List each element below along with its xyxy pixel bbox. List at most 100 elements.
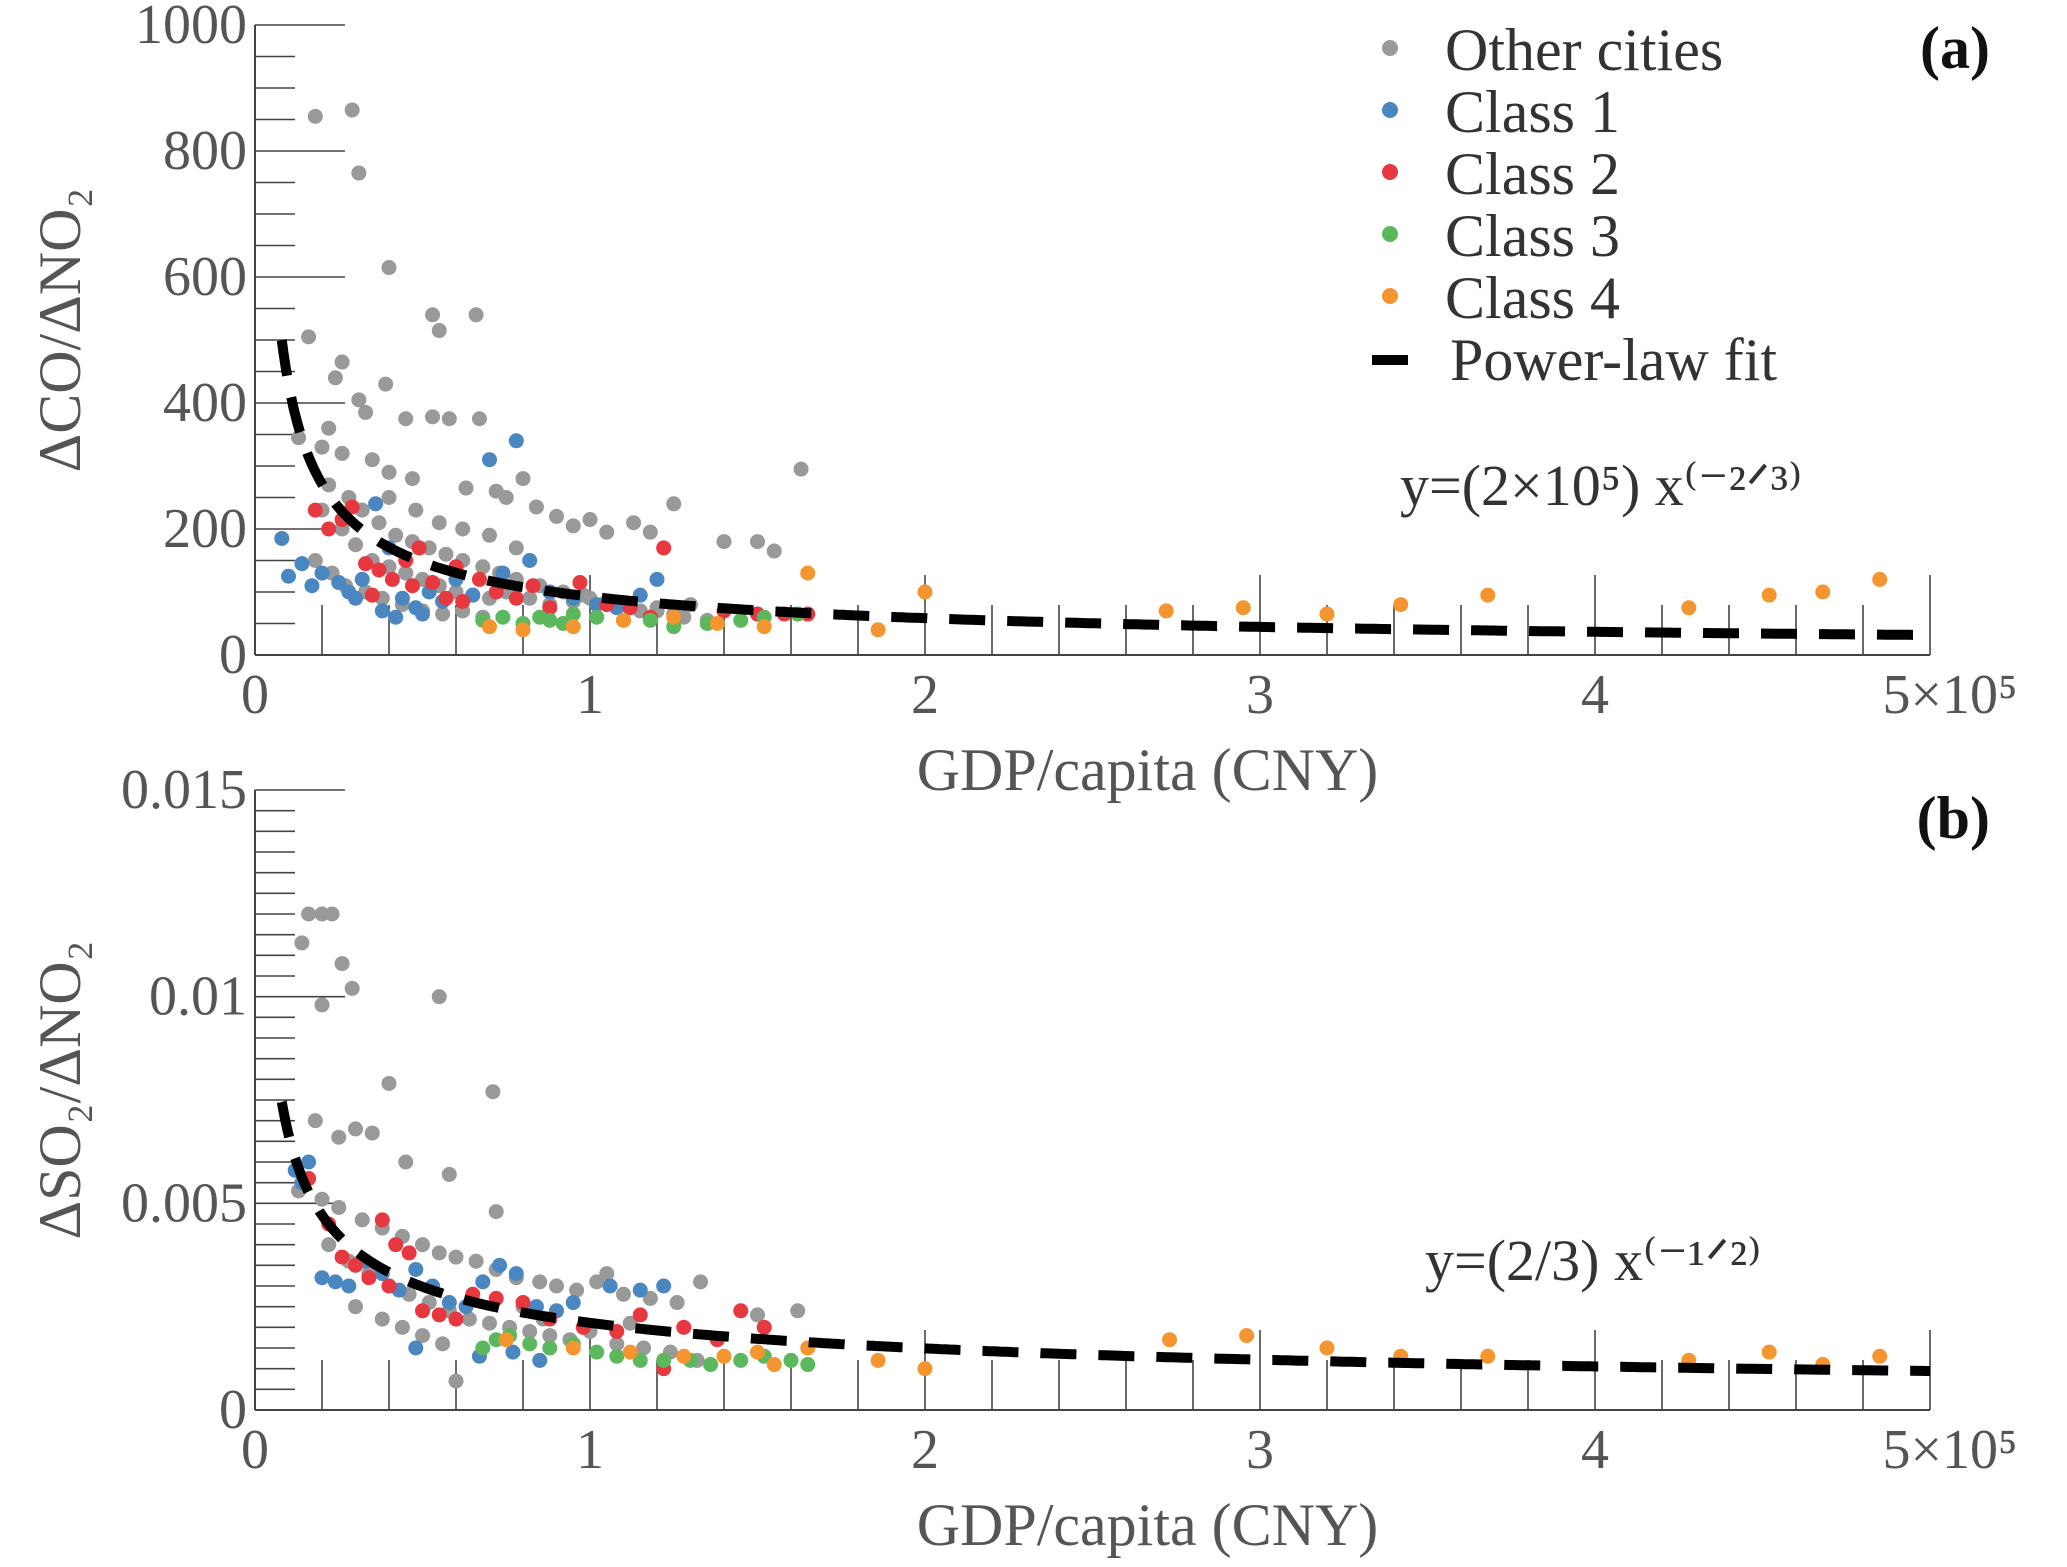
- data-point: [398, 565, 414, 581]
- data-point: [401, 1245, 417, 1261]
- data-point: [589, 609, 605, 625]
- data-point: [542, 1340, 558, 1356]
- data-point: [425, 307, 441, 323]
- data-point: [870, 1352, 886, 1368]
- data-point: [301, 1154, 317, 1170]
- data-point: [358, 556, 374, 572]
- data-point: [525, 578, 541, 594]
- data-point: [508, 540, 524, 556]
- panel-label: (a): [1920, 15, 1990, 81]
- data-point: [314, 565, 330, 581]
- data-point: [1761, 587, 1777, 603]
- data-point: [626, 515, 642, 531]
- data-point: [1235, 600, 1251, 616]
- data-point: [750, 1344, 765, 1360]
- data-point: [294, 935, 310, 951]
- data-point: [1872, 1348, 1888, 1364]
- data-point: [522, 590, 538, 606]
- legend-marker-class-1: [1382, 102, 1398, 118]
- data-point: [716, 1348, 732, 1364]
- data-point: [565, 1340, 581, 1356]
- data-point: [522, 553, 538, 568]
- legend-marker-class-4: [1382, 288, 1398, 304]
- legend-label-class-4: Class 4: [1445, 265, 1620, 331]
- data-point: [599, 524, 615, 540]
- data-point: [378, 376, 394, 392]
- data-point: [431, 515, 447, 531]
- y-tick-label: 400: [163, 372, 247, 434]
- data-point: [542, 600, 558, 616]
- data-point: [354, 571, 370, 587]
- data-point: [334, 354, 350, 370]
- y-axis-title: ΔSO₂/ΔNO₂: [27, 940, 93, 1239]
- data-point: [384, 571, 400, 587]
- data-point: [398, 1154, 414, 1170]
- data-point: [361, 1270, 377, 1286]
- data-point: [522, 1336, 538, 1352]
- data-point: [334, 1249, 350, 1265]
- data-point: [435, 606, 451, 622]
- data-point: [1480, 587, 1496, 603]
- panel-a: 0 1 2 3 4 5×10⁵ 0 200 400 600 800 1000 GDP/capita (C…: [27, 0, 2018, 803]
- panel-label: (b): [1917, 785, 1990, 851]
- data-point: [505, 1344, 521, 1360]
- legend-label-other-cities: Other cities: [1445, 17, 1723, 83]
- data-point: [351, 392, 367, 408]
- data-point: [281, 568, 296, 584]
- data-point: [307, 502, 323, 518]
- panel-b: 0 1 2 3 4 5×10⁵ 0 0.005 0.01 0.015 GDP/capita (CNY…: [27, 759, 2018, 1558]
- x-tick-label: 2: [911, 664, 939, 726]
- data-point: [415, 1328, 430, 1344]
- data-point: [307, 108, 323, 124]
- data-point: [790, 1303, 806, 1319]
- data-point: [425, 575, 441, 591]
- power-law-fit-line: [276, 1100, 1930, 1376]
- data-point: [431, 323, 447, 339]
- data-point: [572, 575, 588, 591]
- data-point: [532, 1352, 548, 1368]
- data-point: [448, 1373, 464, 1389]
- data-point: [656, 540, 672, 556]
- data-point: [398, 411, 414, 427]
- data-point: [750, 534, 765, 550]
- data-point: [388, 609, 404, 625]
- data-point: [404, 471, 420, 487]
- data-point: [307, 553, 323, 568]
- data-point: [508, 1266, 524, 1282]
- data-point: [415, 1237, 430, 1253]
- data-point: [800, 1357, 816, 1373]
- data-point: [733, 612, 749, 628]
- data-point: [656, 1352, 672, 1368]
- data-point: [565, 606, 581, 622]
- data-point: [642, 1290, 658, 1306]
- data-point: [438, 546, 454, 562]
- data-point: [307, 1113, 323, 1129]
- data-point: [1319, 1340, 1335, 1356]
- data-point: [381, 464, 397, 480]
- data-point: [321, 521, 337, 537]
- data-point: [461, 1311, 477, 1327]
- data-point: [1815, 584, 1831, 600]
- data-point: [364, 1125, 380, 1141]
- data-point: [508, 590, 524, 606]
- data-point: [766, 1357, 782, 1373]
- data-point: [394, 590, 410, 606]
- data-point: [917, 1361, 933, 1377]
- data-point: [455, 593, 471, 609]
- data-point: [565, 518, 581, 534]
- legend-label-class-2: Class 2: [1445, 141, 1620, 207]
- data-point: [334, 956, 350, 972]
- data-point: [441, 1166, 457, 1182]
- data-point: [515, 471, 531, 487]
- data-point: [666, 609, 682, 625]
- data-point: [294, 556, 310, 572]
- data-point: [331, 1129, 347, 1145]
- data-point: [917, 584, 933, 600]
- data-point: [348, 590, 363, 606]
- data-point: [435, 1336, 451, 1352]
- data-point: [549, 508, 564, 524]
- data-point: [542, 1328, 558, 1344]
- data-point: [354, 1212, 370, 1228]
